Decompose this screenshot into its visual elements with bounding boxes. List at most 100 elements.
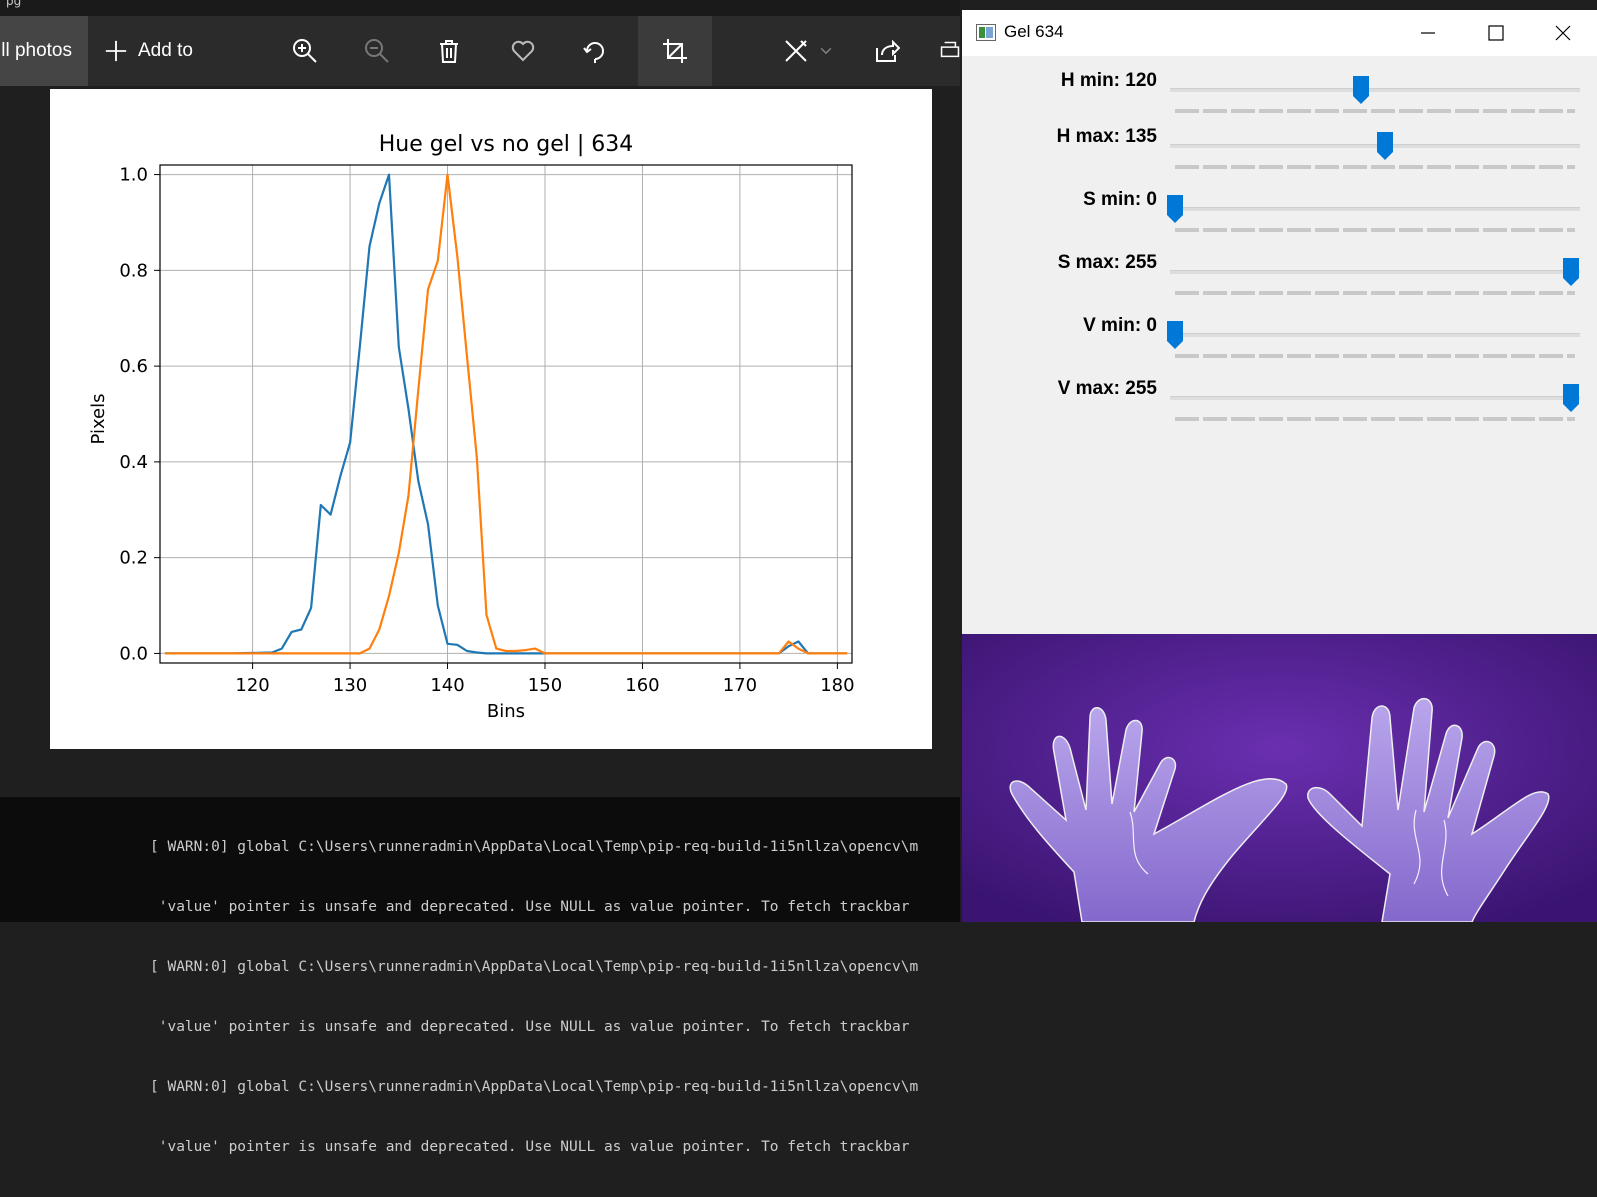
add-to-button[interactable]: Add to xyxy=(104,16,214,86)
x-axis-label: Bins xyxy=(487,701,525,722)
y-axis-label: Pixels xyxy=(88,393,109,444)
trackbar-s-min: S min: 0 xyxy=(962,189,1597,249)
trackbar-s-max: S max: 255 xyxy=(962,252,1597,312)
trackbar-ticks xyxy=(1175,165,1575,169)
trackbar-ticks xyxy=(1175,354,1575,358)
trackbar-h-max: H max: 135 xyxy=(962,126,1597,186)
trackbar-thumb[interactable] xyxy=(1167,321,1183,349)
trackbar-label: V min: 0 xyxy=(1083,315,1157,336)
trackbar-track[interactable] xyxy=(1170,144,1580,148)
trackbar-track[interactable] xyxy=(1170,88,1580,92)
print-button[interactable] xyxy=(940,16,960,86)
all-photos-label: ll photos xyxy=(1,40,72,61)
gel-window-title: Gel 634 xyxy=(1004,22,1064,41)
hands-photo xyxy=(962,634,1597,922)
series-line-0 xyxy=(164,173,848,655)
trackbar-ticks xyxy=(1175,291,1575,295)
trackbar-v-max: V max: 255 xyxy=(962,378,1597,438)
crop-button[interactable] xyxy=(638,16,712,86)
x-tick-label: 140 xyxy=(430,675,464,696)
series-lines xyxy=(164,173,848,655)
print-icon xyxy=(940,41,960,58)
y-ticks: 0.0 0.2 0.4 0.6 0.8 1.0 xyxy=(119,165,160,664)
y-tick-label: 0.4 xyxy=(119,452,148,473)
all-photos-button[interactable]: ll photos xyxy=(0,16,88,86)
edit-create-button[interactable] xyxy=(778,16,838,86)
heart-icon xyxy=(511,40,535,62)
y-tick-label: 1.0 xyxy=(119,165,148,186)
plus-icon xyxy=(105,40,127,62)
share-button[interactable] xyxy=(862,16,912,86)
maximize-icon xyxy=(1488,25,1504,41)
gel-window-titlebar[interactable]: Gel 634 xyxy=(962,10,1597,56)
plot-frame xyxy=(159,164,853,664)
x-tick-label: 150 xyxy=(528,675,562,696)
console-line: [ WARN:0] global C:\Users\runneradmin\Ap… xyxy=(150,839,919,855)
zoom-out-button[interactable] xyxy=(352,16,402,86)
maximize-button[interactable] xyxy=(1462,10,1530,56)
gel-634-window: Gel 634 H min: 120 H max: 135 S min: 0 xyxy=(962,10,1597,922)
photos-title-strip: pg xyxy=(0,0,960,16)
console-line: [ WARN:0] global C:\Users\runneradmin\Ap… xyxy=(150,1079,919,1095)
rotate-button[interactable] xyxy=(570,16,620,86)
zoom-in-button[interactable] xyxy=(280,16,330,86)
y-tick-label: 0.6 xyxy=(119,356,148,377)
y-tick-label: 0.2 xyxy=(119,548,148,569)
share-icon xyxy=(876,39,900,62)
console-line: 'value' pointer is unsafe and deprecated… xyxy=(150,1139,910,1155)
crop-icon xyxy=(663,39,687,63)
terminal-console: [ WARN:0] global C:\Users\runneradmin\Ap… xyxy=(0,797,960,1155)
trackbar-track[interactable] xyxy=(1170,333,1580,337)
console-line: 'value' pointer is unsafe and deprecated… xyxy=(150,1019,910,1035)
minimize-icon xyxy=(1421,32,1435,34)
chart-title: Hue gel vs no gel | 634 xyxy=(379,132,634,157)
photos-toolbar: ll photos Add to xyxy=(0,16,960,86)
photos-app-window: pg ll photos Add to xyxy=(0,0,960,1155)
zoom-out-icon xyxy=(365,39,389,63)
x-tick-label: 160 xyxy=(625,675,659,696)
gel-outline xyxy=(1129,809,1449,897)
photos-title-fragment: pg xyxy=(6,0,22,8)
trackbar-label: V max: 255 xyxy=(1057,378,1157,399)
console-line: 'value' pointer is unsafe and deprecated… xyxy=(150,899,910,915)
hue-histogram-chart: 120 130 140 150 160 170 180 0.0 0.2 0.4 0.6 0.8 1.0… xyxy=(88,132,855,722)
edit-tools-icon xyxy=(785,40,807,62)
console-output: [ WARN:0] global C:\Users\runneradmin\Ap… xyxy=(150,797,970,1197)
series-line-1 xyxy=(164,173,848,655)
trackbar-ticks xyxy=(1175,228,1575,232)
minimize-button[interactable] xyxy=(1394,10,1462,56)
uv-hands-image xyxy=(962,634,1597,922)
y-tick-label: 0.8 xyxy=(119,260,148,281)
y-tick-label: 0.0 xyxy=(119,643,148,664)
trackbar-thumb[interactable] xyxy=(1563,258,1579,286)
favorite-button[interactable] xyxy=(498,16,548,86)
trackbar-thumb[interactable] xyxy=(1563,384,1579,412)
trackbar-label: H max: 135 xyxy=(1056,126,1157,147)
right-hand xyxy=(1307,698,1550,922)
chevron-down-icon xyxy=(820,47,832,55)
trackbar-track[interactable] xyxy=(1170,270,1580,274)
trackbar-track[interactable] xyxy=(1170,207,1580,211)
zoom-in-icon xyxy=(293,39,317,63)
delete-button[interactable] xyxy=(424,16,474,86)
x-ticks: 120 130 140 150 160 170 180 xyxy=(235,663,855,696)
x-tick-label: 130 xyxy=(333,675,367,696)
trackbar-thumb[interactable] xyxy=(1353,76,1370,104)
trackbar-v-min: V min: 0 xyxy=(962,315,1597,375)
add-to-label: Add to xyxy=(138,40,193,61)
x-tick-label: 170 xyxy=(723,675,757,696)
trackbar-thumb[interactable] xyxy=(1376,132,1393,160)
trackbar-panel: H min: 120 H max: 135 S min: 0 S max: 25… xyxy=(962,56,1597,648)
trackbar-thumb[interactable] xyxy=(1167,195,1183,223)
console-line: [ WARN:0] global C:\Users\runneradmin\Ap… xyxy=(150,959,919,975)
x-tick-label: 180 xyxy=(820,675,854,696)
photo-viewer-image: 120 130 140 150 160 170 180 0.0 0.2 0.4 0.6 0.8 1.0… xyxy=(50,89,932,749)
trackbar-label: H min: 120 xyxy=(1060,70,1157,91)
trackbar-track[interactable] xyxy=(1170,396,1580,400)
trackbar-h-min: H min: 120 xyxy=(962,70,1597,130)
trackbar-ticks xyxy=(1175,417,1575,421)
close-button[interactable] xyxy=(1529,10,1597,56)
trash-icon xyxy=(440,40,458,63)
grid-lines xyxy=(160,165,852,663)
close-icon xyxy=(1555,25,1571,41)
